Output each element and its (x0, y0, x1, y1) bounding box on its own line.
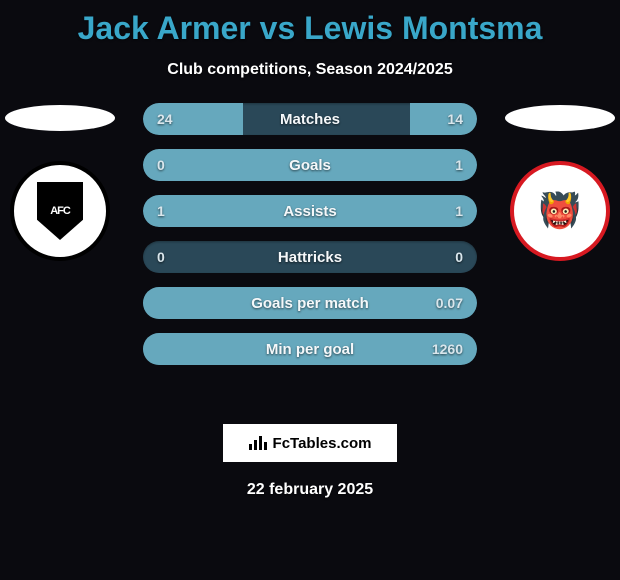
stat-bar: Goals per match0.07 (143, 287, 477, 319)
club-badge-left: AFC (10, 161, 110, 261)
stat-label: Goals (143, 149, 477, 181)
stat-bars: 24Matches140Goals11Assists10Hattricks0Go… (143, 103, 477, 365)
stat-label: Min per goal (143, 333, 477, 365)
club-code-left: AFC (50, 205, 70, 217)
stat-bar: 24Matches14 (143, 103, 477, 135)
stat-label: Goals per match (143, 287, 477, 319)
stat-value-right: 14 (447, 103, 463, 135)
attribution-badge: FcTables.com (220, 421, 400, 465)
stat-bar: 0Hattricks0 (143, 241, 477, 273)
subtitle: Club competitions, Season 2024/2025 (0, 61, 620, 79)
stat-label: Hattricks (143, 241, 477, 273)
stat-bar: Min per goal1260 (143, 333, 477, 365)
date-text: 22 february 2025 (0, 481, 620, 499)
page-title: Jack Armer vs Lewis Montsma (0, 0, 620, 47)
stat-label: Assists (143, 195, 477, 227)
club-badge-right: 👹 (510, 161, 610, 261)
stat-value-right: 1 (455, 149, 463, 181)
stat-label: Matches (143, 103, 477, 135)
comparison-panel: AFC 👹 24Matches140Goals11Assists10Hattri… (0, 103, 620, 403)
stat-bar: 0Goals1 (143, 149, 477, 181)
shield-icon: AFC (37, 182, 83, 240)
stat-value-right: 1260 (432, 333, 463, 365)
stat-bar: 1Assists1 (143, 195, 477, 227)
player-left-column: AFC (0, 103, 120, 261)
stat-value-right: 1 (455, 195, 463, 227)
player-right-column: 👹 (500, 103, 620, 261)
imp-icon: 👹 (539, 194, 581, 228)
bar-chart-icon (249, 436, 267, 450)
attribution-text: FcTables.com (273, 435, 372, 452)
shadow-ellipse (505, 105, 615, 131)
shadow-ellipse (5, 105, 115, 131)
stat-value-right: 0 (455, 241, 463, 273)
stat-value-right: 0.07 (436, 287, 463, 319)
